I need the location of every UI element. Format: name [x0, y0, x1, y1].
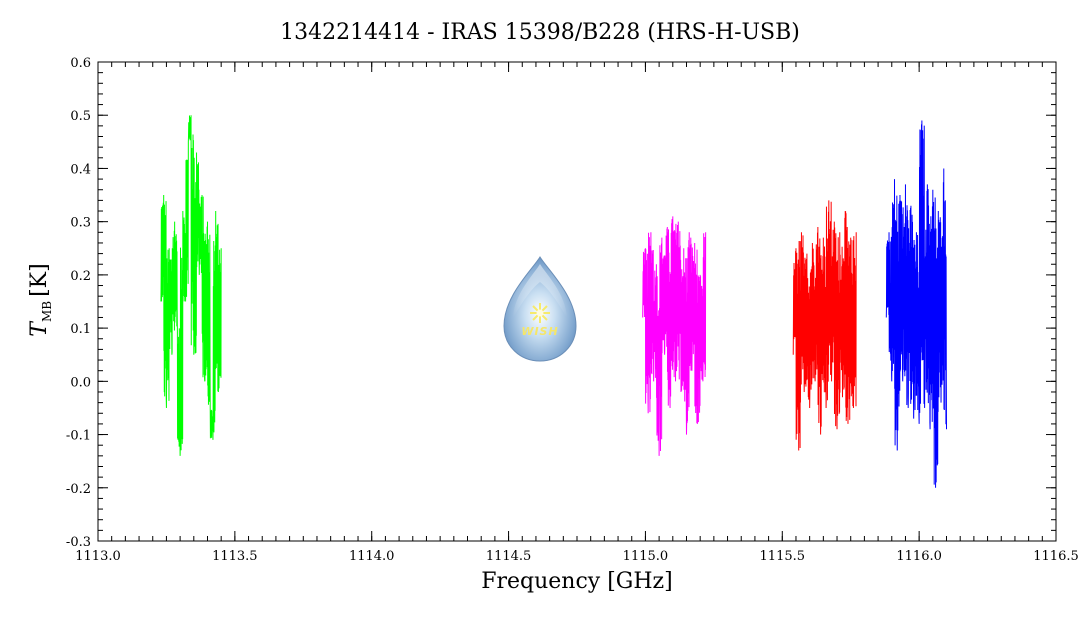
- major-ticks: [97, 61, 1057, 542]
- y-axis-label-sub: MB: [40, 301, 54, 322]
- wish-droplet-icon: WISH: [503, 256, 577, 362]
- series-group: [160, 115, 948, 488]
- x-tick-label: 1116.0: [896, 549, 942, 564]
- y-tick-label: 0.3: [70, 216, 91, 231]
- y-axis-label-unit: [K]: [27, 263, 52, 297]
- x-tick-label: 1115.0: [623, 549, 669, 564]
- x-axis-label: Frequency [GHz]: [481, 569, 673, 594]
- x-tick-label: 1115.5: [760, 549, 806, 564]
- x-tick-labels: 1113.0 1113.5 1114.0 1114.5 1115.0 1115.5 1116…: [75, 549, 1079, 564]
- y-axis-label-main: T: [27, 320, 52, 337]
- x-tick-label: 1113.0: [75, 549, 121, 564]
- x-tick-label: 1113.5: [212, 549, 258, 564]
- spectrum-series-3: [792, 200, 857, 451]
- svg-text:TMB[K]: TMB [K]: [27, 263, 54, 336]
- x-tick-label: 1116.5: [1033, 549, 1079, 564]
- y-tick-labels: -0.3 -0.2 -0.1 0.0 0.1 0.2 0.3 0.4 0.5 0.6: [66, 56, 91, 550]
- y-tick-label: -0.1: [66, 429, 91, 444]
- y-tick-label: 0.1: [70, 322, 91, 337]
- y-tick-label: 0.2: [70, 269, 91, 284]
- spectrum-series-4: [885, 120, 948, 488]
- y-tick-label: 0.6: [70, 56, 91, 71]
- chart-title: 1342214414 - IRAS 15398/B228 (HRS-H-USB): [280, 20, 800, 45]
- y-tick-label: -0.2: [66, 482, 91, 497]
- spectrum-series-2: [642, 216, 707, 456]
- y-tick-label: -0.3: [66, 535, 91, 550]
- spectrum-series-1: [160, 115, 222, 456]
- y-tick-label: 0.4: [70, 162, 91, 177]
- y-tick-label: 0.5: [70, 109, 91, 124]
- x-tick-label: 1114.5: [486, 549, 532, 564]
- logo-text: WISH: [521, 325, 558, 338]
- y-axis-label: TMB [K]: [27, 263, 54, 336]
- x-tick-label: 1114.0: [349, 549, 395, 564]
- y-tick-label: 0.0: [70, 375, 91, 390]
